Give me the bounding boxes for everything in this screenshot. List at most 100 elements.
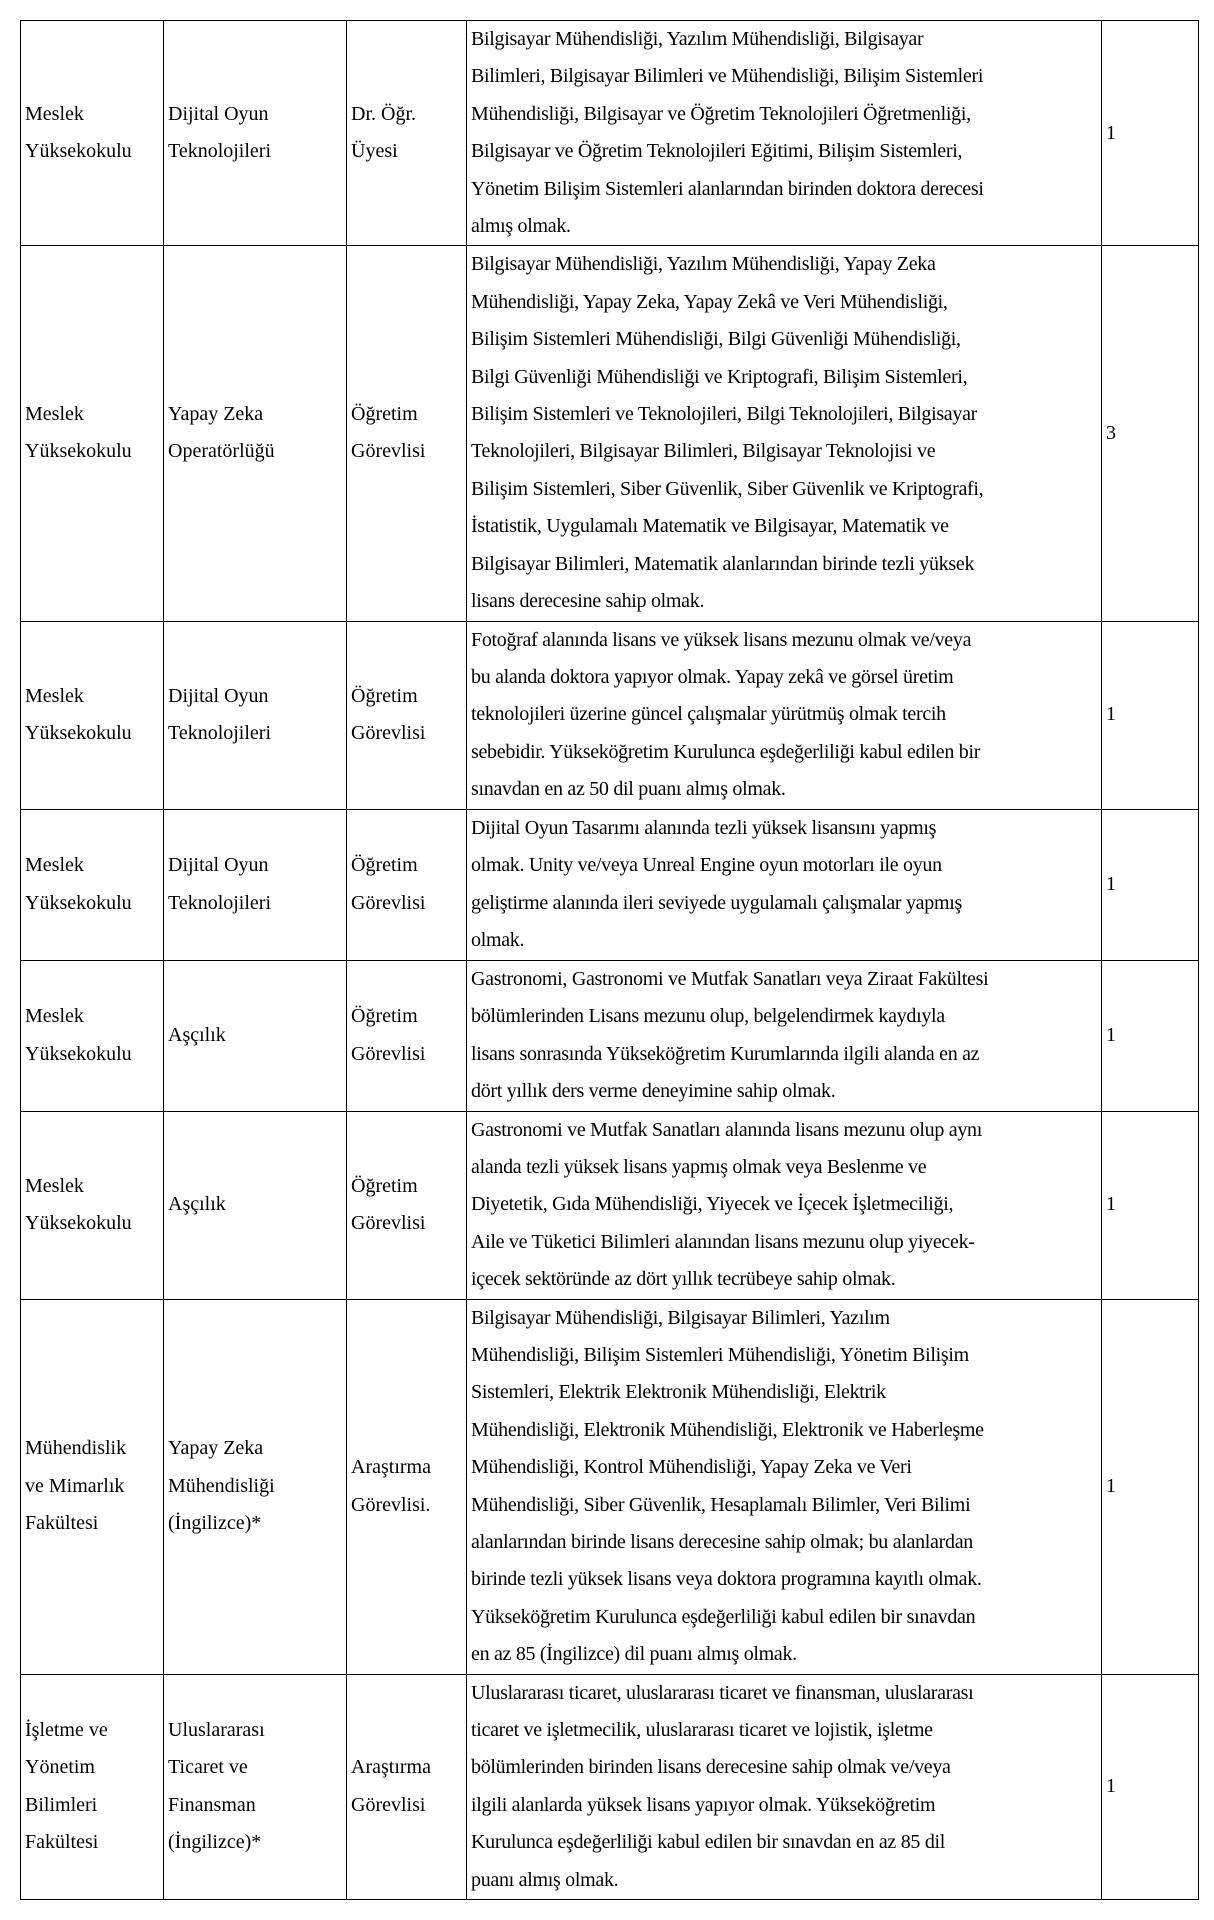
requirements-cell: Bilgisayar Mühendisliği, Bilgisayar Bili…: [466, 1298, 1102, 1675]
table-row: Mühendislik ve Mimarlık Fakültesi Yapay Zek…: [20, 1298, 1199, 1675]
program-line: (İngilizce)*: [168, 1512, 262, 1535]
unit-line: Fakültesi: [25, 1831, 99, 1854]
title-line: Görevlisi: [351, 891, 426, 914]
requirements-line: Bilgisayar Mühendisliği, Bilgisayar Bili…: [471, 1306, 890, 1329]
unit-line: Yüksekokulu: [25, 1042, 132, 1065]
requirements-cell: Dijital Oyun Tasarımı alanında tezli yük…: [466, 808, 1102, 961]
title-line: Üyesi: [351, 140, 398, 163]
requirements-line: Mühendisliği, Siber Güvenlik, Hesaplamal…: [471, 1493, 971, 1516]
requirements-line: sınavdan en az 50 dil puanı almış olmak.: [471, 778, 786, 801]
title-line: Öğretim: [351, 403, 418, 426]
title-cell: Öğretim Görevlisi: [346, 959, 467, 1112]
unit-line: Yüksekokulu: [25, 140, 132, 163]
requirements-line: en az 85 (İngilizce) dil puanı almış olm…: [471, 1643, 797, 1666]
unit-line: Meslek: [25, 684, 84, 707]
requirements-line: Bilgi Güvenliği Mühendisliği ve Kriptogr…: [471, 365, 968, 388]
requirements-line: alanda tezli yüksek lisans yapmış olmak …: [471, 1155, 927, 1178]
unit-cell: Meslek Yüksekokulu: [20, 620, 164, 810]
positions-table-body: Meslek Yüksekokulu Dijital Oyun Teknolojile…: [20, 19, 1199, 1901]
requirements-line: lisans derecesine sahip olmak.: [471, 590, 705, 613]
unit-line: Yüksekokulu: [25, 891, 132, 914]
unit-line: Meslek: [25, 403, 84, 426]
requirements-line: Bilişim Sistemleri, Siber Güvenlik, Sibe…: [471, 477, 984, 500]
requirements-line: Yükseköğretim Kurulunca eşdeğerliliği ka…: [471, 1605, 976, 1628]
unit-line: Meslek: [25, 1005, 84, 1028]
title-line: Görevlisi: [351, 1212, 426, 1235]
requirements-line: Teknolojileri, Bilgisayar Bilimleri, Bil…: [471, 440, 936, 463]
unit-line: İşletme ve: [25, 1719, 108, 1742]
program-line: Yapay Zeka: [168, 403, 264, 426]
requirements-line: Gastronomi ve Mutfak Sanatları alanında …: [471, 1118, 982, 1141]
requirements-cell: Bilgisayar Mühendisliği, Yazılım Mühendi…: [466, 19, 1102, 247]
requirements-line: Mühendisliği, Bilişim Sistemleri Mühendi…: [471, 1343, 969, 1366]
program-line: Dijital Oyun: [168, 684, 269, 707]
title-cell: Öğretim Görevlisi: [346, 620, 467, 810]
title-line: Öğretim: [351, 854, 418, 877]
table-row: İşletme ve Yönetim Bilimleri Fakültesi Ulusl…: [20, 1673, 1199, 1901]
program-line: Operatörlüğü: [168, 440, 275, 463]
table-row: Meslek Yüksekokulu Yapay Zeka Operatörlüğü Ö…: [20, 245, 1199, 622]
requirements-line: Uluslararası ticaret, uluslararası ticar…: [471, 1681, 974, 1704]
requirements-line: lisans sonrasında Yükseköğretim Kurumlar…: [471, 1042, 980, 1065]
program-cell: Uluslararası Ticaret ve Finansman (İngilizc…: [163, 1673, 347, 1901]
count-cell: 1: [1101, 1298, 1199, 1675]
title-line: Görevlisi: [351, 1793, 426, 1816]
unit-cell: Meslek Yüksekokulu: [20, 245, 164, 622]
unit-cell: Meslek Yüksekokulu: [20, 19, 164, 247]
requirements-line: bölümlerinden birinden lisans derecesine…: [471, 1756, 951, 1779]
title-line: Görevlisi.: [351, 1493, 431, 1516]
table-row: Meslek Yüksekokulu Dijital Oyun Teknolojile…: [20, 808, 1199, 961]
title-cell: Araştırma Görevlisi.: [346, 1298, 467, 1675]
requirements-cell: Fotoğraf alanında lisans ve yüksek lisan…: [466, 620, 1102, 810]
count-cell: 3: [1101, 245, 1199, 622]
requirements-line: teknolojileri üzerine güncel çalışmalar …: [471, 703, 946, 726]
requirements-line: Bilimleri, Bilgisayar Bilimleri ve Mühen…: [471, 65, 984, 88]
program-line: Aşçılık: [168, 1023, 226, 1046]
program-line: Finansman: [168, 1793, 256, 1816]
unit-line: Yüksekokulu: [25, 722, 132, 745]
table-row: Meslek Yüksekokulu Dijital Oyun Teknolojile…: [20, 19, 1199, 247]
count-cell: 1: [1101, 620, 1199, 810]
program-line: Uluslararası: [168, 1719, 265, 1742]
program-line: Mühendisliği: [168, 1474, 275, 1497]
requirements-cell: Gastronomi, Gastronomi ve Mutfak Sanatla…: [466, 959, 1102, 1112]
unit-cell: Mühendislik ve Mimarlık Fakültesi: [20, 1298, 164, 1675]
program-line: Teknolojileri: [168, 722, 272, 745]
unit-line: Yüksekokulu: [25, 440, 132, 463]
requirements-line: Sistemleri, Elektrik Elektronik Mühendis…: [471, 1381, 886, 1404]
requirements-line: Diyetetik, Gıda Mühendisliği, Yiyecek ve…: [471, 1193, 954, 1216]
requirements-line: Mühendisliği, Elektronik Mühendisliği, E…: [471, 1418, 984, 1441]
requirements-line: alanlarından birinde lisans derecesine s…: [471, 1531, 973, 1553]
unit-line: Yönetim: [25, 1756, 95, 1779]
program-cell: Dijital Oyun Teknolojileri: [163, 620, 347, 810]
requirements-line: olmak.: [471, 928, 525, 951]
requirements-line: olmak. Unity ve/veya Unreal Engine oyun …: [471, 854, 942, 877]
program-cell: Yapay Zeka Operatörlüğü: [163, 245, 347, 622]
program-line: (İngilizce)*: [168, 1831, 262, 1854]
program-cell: Dijital Oyun Teknolojileri: [163, 19, 347, 247]
program-line: Yapay Zeka: [168, 1437, 264, 1460]
title-line: Öğretim: [351, 1174, 418, 1197]
requirements-line: Mühendisliği, Bilgisayar ve Öğretim Tekn…: [471, 102, 971, 125]
requirements-line: puanı almış olmak.: [471, 1868, 619, 1891]
requirements-line: Dijital Oyun Tasarımı alanında tezli yük…: [471, 816, 937, 839]
unit-cell: Meslek Yüksekokulu: [20, 959, 164, 1112]
unit-line: Meslek: [25, 1174, 84, 1197]
title-cell: Araştırma Görevlisi: [346, 1673, 467, 1901]
requirements-line: almış olmak.: [471, 215, 571, 238]
title-line: Öğretim: [351, 1005, 418, 1028]
title-line: Görevlisi: [351, 1042, 426, 1065]
count-cell: 1: [1101, 808, 1199, 961]
positions-table: Meslek Yüksekokulu Dijital Oyun Teknolojile…: [20, 19, 1199, 1901]
program-cell: Dijital Oyun Teknolojileri: [163, 808, 347, 961]
title-cell: Öğretim Görevlisi: [346, 245, 467, 622]
requirements-line: Aile ve Tüketici Bilimleri alanından lis…: [471, 1230, 975, 1253]
program-cell: Yapay Zeka Mühendisliği (İngilizce)*: [163, 1298, 347, 1675]
requirements-line: birinde tezli yüksek lisans veya doktora…: [471, 1568, 982, 1591]
count-cell: 1: [1101, 19, 1199, 247]
count-cell: 1: [1101, 959, 1199, 1112]
requirements-line: bu alanda doktora yapıyor olmak. Yapay z…: [471, 665, 954, 688]
requirements-line: Yönetim Bilişim Sistemleri alanlarından …: [471, 177, 984, 200]
requirements-line: ticaret ve işletmecilik, uluslararası ti…: [471, 1719, 933, 1742]
requirements-line: Gastronomi, Gastronomi ve Mutfak Sanatla…: [471, 967, 989, 990]
